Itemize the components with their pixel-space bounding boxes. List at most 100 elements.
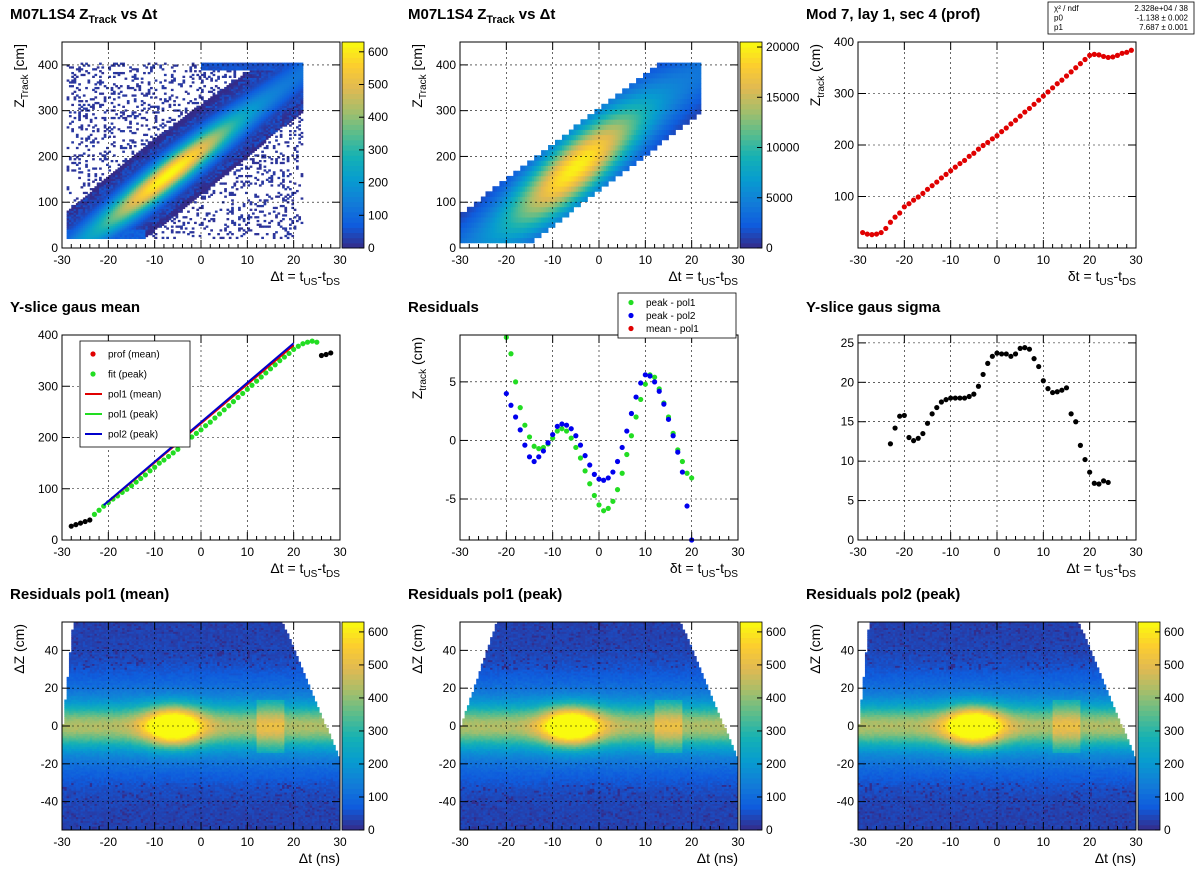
- heatmap-cell: [233, 222, 236, 224]
- heatmap-cell: [99, 167, 102, 169]
- heatmap-cell: [148, 63, 151, 65]
- heatmap-cell: [275, 196, 278, 198]
- heatmap-cell: [173, 218, 176, 220]
- heatmap-cell: [250, 229, 253, 231]
- heatmap-cell: [189, 111, 192, 113]
- heatmap-cell: [81, 63, 84, 65]
- heatmap-cell: [113, 136, 116, 138]
- heatmap-cell: [266, 171, 269, 173]
- heatmap-cell: [113, 126, 116, 128]
- heatmap-cell: [159, 134, 162, 136]
- heatmap-cell: [101, 160, 104, 162]
- heatmap-cell: [231, 186, 234, 188]
- heatmap-cell: [122, 164, 125, 166]
- heatmap-cell: [229, 192, 232, 194]
- heatmap-cell: [111, 123, 114, 125]
- heatmap-cell: [108, 166, 111, 168]
- heatmap-cell: [145, 66, 148, 68]
- heatmap-cell: [148, 141, 151, 143]
- heatmap-cell: [243, 203, 246, 205]
- heatmap-cell: [238, 216, 241, 218]
- heatmap-cell: [78, 96, 81, 98]
- heatmap-cell: [224, 81, 227, 83]
- heatmap-cell: [289, 138, 292, 140]
- heatmap-cell: [120, 72, 123, 74]
- heatmap-cell: [150, 136, 153, 138]
- heatmap-cell: [280, 205, 283, 207]
- heatmap-cell: [254, 233, 257, 235]
- heatmap-cell: [101, 66, 104, 68]
- heatmap-cell: [71, 162, 74, 164]
- heatmap-cell: [134, 89, 137, 91]
- heatmap-cell: [277, 192, 280, 194]
- heatmap-cell: [189, 218, 192, 220]
- heatmap-cell: [141, 124, 144, 126]
- heatmap-cell: [289, 130, 292, 132]
- heatmap-cell: [115, 85, 118, 87]
- heatmap-cell: [238, 207, 241, 209]
- heatmap-cell: [203, 85, 206, 87]
- heatmap-cell: [169, 81, 172, 83]
- heatmap-cell: [220, 237, 223, 239]
- heatmap-cell: [173, 100, 176, 102]
- heatmap-cell: [178, 115, 181, 117]
- heatmap-cell: [206, 63, 209, 65]
- heatmap-cell: [92, 139, 95, 141]
- heatmap-cell: [275, 136, 278, 138]
- heatmap-cell: [111, 132, 114, 134]
- heatmap-cell: [273, 233, 276, 235]
- heatmap-cell: [215, 79, 218, 81]
- heatmap-cell: [217, 76, 220, 78]
- heatmap-cell: [247, 227, 250, 229]
- heatmap-cell: [289, 218, 292, 220]
- heatmap-cell: [118, 128, 121, 130]
- heatmap-cell: [81, 74, 84, 76]
- heatmap-cell: [250, 182, 253, 184]
- heatmap-cell: [113, 63, 116, 65]
- heatmap-cell: [74, 96, 77, 98]
- heatmap-cell: [76, 147, 79, 149]
- heatmap-cell: [213, 214, 216, 216]
- heatmap-cell: [120, 115, 123, 117]
- heatmap-cell: [287, 141, 290, 143]
- heatmap-cell: [173, 123, 176, 125]
- heatmap-cell: [261, 237, 264, 239]
- heatmap-cell: [92, 126, 95, 128]
- heatmap-cell: [284, 235, 287, 237]
- heatmap-cell: [224, 63, 227, 65]
- heatmap-cell: [282, 179, 285, 181]
- heatmap-cell: [76, 134, 79, 136]
- heatmap-cell: [150, 87, 153, 89]
- heatmap-cell: [236, 181, 239, 183]
- heatmap-cell: [280, 169, 283, 171]
- heatmap-cell: [194, 102, 197, 104]
- heatmap-cell: [81, 171, 84, 173]
- heatmap-cell: [141, 81, 144, 83]
- heatmap-cell: [92, 167, 95, 169]
- heatmap-cell: [268, 222, 271, 224]
- heatmap-cell: [83, 182, 86, 184]
- heatmap-cell: [233, 194, 236, 196]
- heatmap-cell: [129, 121, 132, 123]
- heatmap-cell: [215, 94, 218, 96]
- heatmap-cell: [236, 63, 239, 65]
- heatmap-cell: [92, 188, 95, 190]
- heatmap-cell: [194, 222, 197, 224]
- heatmap-cell: [250, 216, 253, 218]
- heatmap-cell: [136, 68, 139, 70]
- heatmap-cell: [162, 119, 165, 121]
- heatmap-cell: [94, 138, 97, 140]
- heatmap-cell: [113, 117, 116, 119]
- heatmap-cell: [187, 211, 190, 213]
- heatmap-cell: [257, 63, 260, 65]
- heatmap-cell: [266, 233, 269, 235]
- heatmap-cell: [99, 104, 102, 106]
- heatmap-cell: [264, 63, 267, 65]
- heatmap-cell: [113, 141, 116, 143]
- heatmap-cell: [162, 108, 165, 110]
- heatmap-cell: [81, 138, 84, 140]
- heatmap-cell: [273, 171, 276, 173]
- heatmap-cell: [275, 63, 278, 65]
- heatmap-cell: [67, 186, 70, 188]
- heatmap-cell: [148, 104, 151, 106]
